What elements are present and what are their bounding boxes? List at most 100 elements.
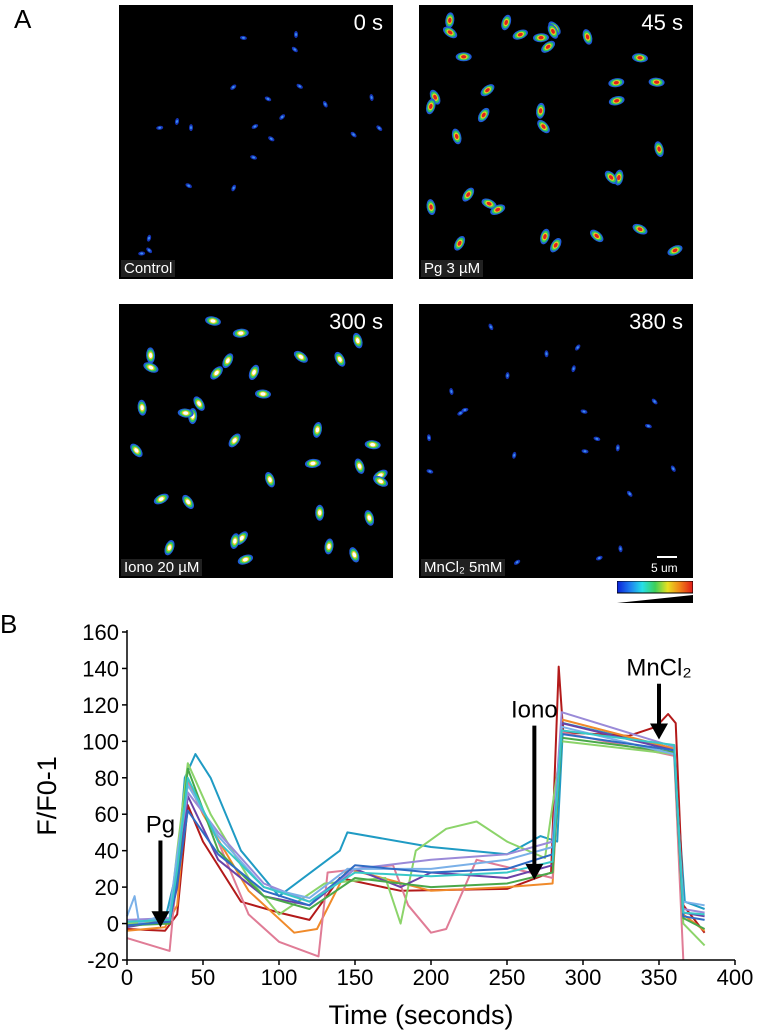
cell: [230, 533, 240, 549]
cell: [312, 421, 323, 438]
image-time-label: 0 s: [353, 10, 383, 35]
y-tick-label: 140: [82, 656, 119, 681]
cell: [480, 84, 495, 97]
cell: [451, 128, 462, 145]
image-treatment-label: Control: [121, 260, 176, 277]
cell: [425, 98, 436, 115]
y-tick-label: 0: [107, 912, 119, 937]
cell: [501, 14, 512, 31]
cell: [239, 35, 247, 40]
cell: [580, 409, 588, 414]
cell: [513, 559, 521, 565]
y-tick-label: 120: [82, 693, 119, 718]
cell: [654, 141, 664, 157]
series-line-0: [126, 722, 705, 925]
cell: [237, 554, 254, 565]
cell-layer: [138, 31, 383, 256]
cell: [426, 469, 434, 474]
image-time-label: 45 s: [641, 10, 683, 35]
cell: [349, 547, 360, 563]
cell: [608, 96, 625, 106]
cell: [454, 235, 466, 251]
micrograph-380s: 380 s MnCl₂ 5mM 5 um: [419, 304, 693, 578]
cell: [255, 389, 271, 399]
cell: [188, 124, 194, 132]
lut-ramp-wedge: [617, 595, 693, 603]
cell: [177, 408, 194, 418]
cell: [593, 436, 601, 441]
cell: [232, 328, 249, 338]
cell: [296, 83, 303, 89]
cell: [350, 131, 357, 138]
cell: [138, 251, 146, 256]
cell: [146, 234, 152, 242]
cell: [632, 53, 648, 63]
cell: [248, 364, 260, 380]
panel-b-letter: B: [0, 609, 18, 639]
cell: [581, 449, 589, 454]
image-treatment-label: Iono 20 µM: [121, 559, 203, 576]
y-tick-label: 80: [95, 766, 119, 791]
cell: [615, 444, 620, 452]
cell: [250, 155, 257, 160]
cell: [595, 555, 603, 561]
cell: [376, 125, 383, 131]
y-tick-label: -20: [87, 948, 119, 973]
cell: [174, 118, 180, 125]
cell: [575, 344, 581, 351]
annotation-label: Iono: [511, 697, 558, 724]
image-treatment-label: Pg 3 µM: [421, 260, 484, 277]
cell: [153, 493, 169, 505]
cell: [146, 347, 156, 364]
cell: [251, 124, 259, 129]
cell: [164, 540, 175, 556]
x-tick-label: 50: [191, 965, 215, 990]
x-tick-label: 200: [413, 965, 450, 990]
cell: [632, 223, 648, 235]
cell: [477, 107, 490, 123]
cell: [205, 316, 221, 326]
scale-bar-label: 5 um: [651, 561, 678, 575]
cell: [231, 184, 237, 192]
cell: [369, 94, 374, 101]
micrograph-0s: 0 s Control: [119, 5, 393, 279]
cell: [324, 538, 334, 555]
y-tick-label: 40: [95, 839, 119, 864]
cell: [315, 504, 325, 521]
cell: [373, 475, 388, 487]
cell: [230, 84, 237, 90]
cell: [505, 372, 510, 380]
cell: [264, 472, 276, 488]
y-tick-label: 160: [82, 620, 119, 645]
x-tick-label: 350: [641, 965, 678, 990]
cell: [618, 545, 623, 553]
cell: [462, 187, 475, 202]
x-tick-label: 300: [565, 965, 602, 990]
cell: [512, 29, 528, 40]
x-tick-label: 250: [489, 965, 526, 990]
micrograph-45s: 45 s Pg 3 µM: [419, 5, 693, 279]
cell: [334, 351, 346, 367]
y-axis-title: F/F0-1: [32, 756, 62, 836]
x-tick-label: 400: [717, 965, 754, 990]
cell: [294, 31, 298, 38]
cell: [651, 398, 658, 405]
annotation-label: MnCl₂: [626, 655, 691, 682]
cell-layer: [426, 323, 676, 565]
image-time-label: 300 s: [329, 309, 383, 334]
cell: [449, 388, 454, 395]
cell: [228, 433, 241, 448]
cell: [279, 114, 286, 120]
cell: [533, 33, 549, 43]
cell: [182, 494, 194, 509]
cell: [143, 362, 159, 373]
x-tick-label: 100: [261, 965, 298, 990]
cell: [130, 443, 143, 458]
cell: [589, 229, 604, 243]
cell: [549, 238, 562, 253]
cell: [268, 136, 275, 142]
cell: [185, 183, 192, 189]
x-axis-title: Time (seconds): [328, 1000, 513, 1030]
